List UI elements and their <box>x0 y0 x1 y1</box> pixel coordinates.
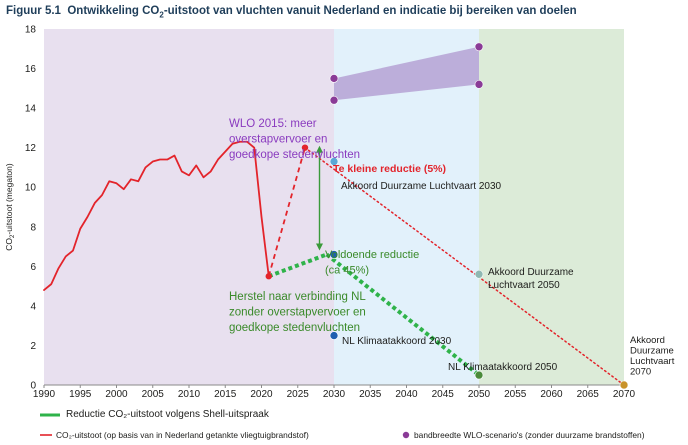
annotation-akkoord-2070-line-1: Duurzame <box>630 346 674 357</box>
legend-shell: Reductie CO₂-uitstoot volgens Shell-uits… <box>40 409 269 420</box>
x-tick-label: 2005 <box>142 389 165 400</box>
x-tick-label: 2015 <box>214 389 237 400</box>
data-point-7 <box>329 250 339 259</box>
y-tick-label: 2 <box>30 341 36 352</box>
marker-2026 <box>301 144 309 151</box>
series-historical <box>43 140 270 291</box>
x-tick-label: 2050 <box>468 389 491 400</box>
annotation-akkoord-2030-line-0: Akkoord Duurzame Luchtvaart 2030 <box>341 181 502 192</box>
x-tick-label: 2065 <box>577 389 600 400</box>
title-text-pre: Ontwikkeling CO <box>67 5 160 17</box>
data-point-9 <box>474 370 484 380</box>
y-tick-label: 4 <box>30 301 36 312</box>
x-tick-label: 1990 <box>33 389 56 400</box>
series-recovery <box>267 147 306 277</box>
y-tick-label: 10 <box>25 183 37 194</box>
y-axis-label: CO2-uitstoot (megaton) <box>4 163 16 251</box>
zone-2 <box>479 29 624 385</box>
legend-shell-swatch <box>40 413 60 416</box>
emissions-chart: 1990 1995 2000 2005 2010 2015 2020 2025 2030 2035… <box>4 25 675 401</box>
x-tick-label: 2070 <box>613 389 636 400</box>
data-point-8 <box>329 331 339 340</box>
x-tick-label: 2020 <box>250 389 273 400</box>
wlo-band <box>334 46 479 101</box>
annotation-wlo-line-1: overstapvervoer en <box>229 134 327 146</box>
x-tick-label: 1995 <box>69 389 92 400</box>
series-shell_recovery <box>268 252 328 279</box>
y-tick-label: 0 <box>30 381 36 392</box>
annotation-wlo-line-0: WLO 2015: meer <box>229 118 317 130</box>
gap-arrow-head-top <box>316 145 323 153</box>
legend-shell-label: Reductie CO₂-uitstoot volgens Shell-uits… <box>66 409 269 420</box>
legend-emissions-label: CO₂-uitstoot (op basis van in Nederland … <box>56 429 309 440</box>
data-point-4 <box>329 157 339 166</box>
y-tick-label: 18 <box>25 25 37 36</box>
annotation-voldoende-line-0: Voldoende reductie <box>325 249 419 261</box>
annotation-herstel-line-1: zonder overstapvervoer en <box>229 307 366 319</box>
x-tick-label: 2030 <box>323 389 346 400</box>
annotation-akkoord-2050-line-0: Akkoord Duurzame <box>488 267 574 278</box>
annotation-nl-klimaat-2030-line-0: NL Klimaatakkoord 2030 <box>342 336 452 347</box>
data-point-5 <box>474 269 484 279</box>
data-point-1 <box>329 95 339 105</box>
legend-wlo-label: bandbreedte WLO-scenario's (zonder duurz… <box>414 429 645 440</box>
legend-wlo-swatch <box>402 431 410 438</box>
figure-prefix: Figuur 5.1 <box>6 5 61 17</box>
annotation-akkoord-2070-line-0: Akkoord <box>630 335 665 346</box>
x-tick-label: 2045 <box>432 389 455 400</box>
gap-arrow-head-bottom <box>316 243 323 251</box>
annotation-te-kleine-line-0: Te kleine reductie (5%) <box>333 163 446 175</box>
x-tick-label: 2035 <box>359 389 382 400</box>
x-tick-label: 2000 <box>105 389 128 400</box>
data-point-3 <box>474 80 484 89</box>
x-tick-label: 2060 <box>540 389 563 400</box>
title-text-post: -uitstoot van vluchten vanuit Nederland … <box>163 5 577 17</box>
annotation-nl-klimaat-2050-line-0: NL Klimaatakkoord 2050 <box>448 362 558 373</box>
series-too_small_reduction <box>304 146 625 386</box>
data-point-2 <box>474 42 484 52</box>
annotation-akkoord-2050-line-1: Luchtvaart 2050 <box>488 280 560 291</box>
legend-emissions: CO₂-uitstoot (op basis van in Nederland … <box>40 429 309 440</box>
y-tick-label: 16 <box>25 64 37 75</box>
data-point-0 <box>329 74 339 83</box>
legend-wlo: bandbreedte WLO-scenario's (zonder duurz… <box>402 429 645 440</box>
series-shell_reduction <box>325 252 481 377</box>
y-tick-label: 8 <box>30 222 36 233</box>
annotation-wlo-line-2: goedkope stedenvluchten <box>229 149 360 161</box>
data-point-6 <box>619 380 629 390</box>
annotation-herstel-line-0: Herstel naar verbinding NL <box>229 291 366 303</box>
x-tick-label: 2010 <box>178 389 201 400</box>
x-tick-label: 2055 <box>504 389 527 400</box>
y-tick-label: 14 <box>25 104 37 115</box>
marker-2021 <box>265 273 272 280</box>
y-tick-label: 6 <box>30 262 36 273</box>
annotation-herstel-line-2: goedkope stedenvluchten <box>229 322 360 334</box>
x-tick-label: 2040 <box>395 389 418 400</box>
annotation-voldoende-line-1: (ca 45%) <box>325 265 369 277</box>
annotation-akkoord-2070-line-2: Luchtvaart <box>630 356 675 367</box>
figure-title: Figuur 5.1 Ontwikkeling CO2-uitstoot van… <box>6 5 577 19</box>
x-tick-label: 2025 <box>287 389 310 400</box>
annotation-akkoord-2070-line-3: 2070 <box>630 367 651 378</box>
title-subscript: 2 <box>159 10 164 20</box>
legend-emissions-swatch <box>40 433 52 436</box>
y-tick-label: 12 <box>25 143 37 154</box>
